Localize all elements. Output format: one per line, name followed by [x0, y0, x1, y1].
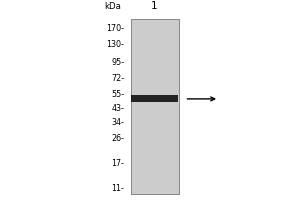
Bar [131, 95, 178, 102]
Text: 55-: 55- [111, 90, 124, 99]
Text: kDa: kDa [105, 2, 122, 11]
Text: 1: 1 [151, 1, 158, 11]
Text: 130-: 130- [106, 40, 124, 49]
Text: 72-: 72- [111, 74, 124, 83]
Bar [130, 19, 178, 194]
Text: 11-: 11- [112, 184, 124, 193]
Text: 170-: 170- [106, 24, 124, 33]
Text: 26-: 26- [112, 134, 124, 143]
Text: 95-: 95- [111, 58, 124, 67]
Text: 34-: 34- [112, 118, 124, 127]
Text: 43-: 43- [112, 104, 124, 113]
Text: 17-: 17- [112, 159, 124, 168]
